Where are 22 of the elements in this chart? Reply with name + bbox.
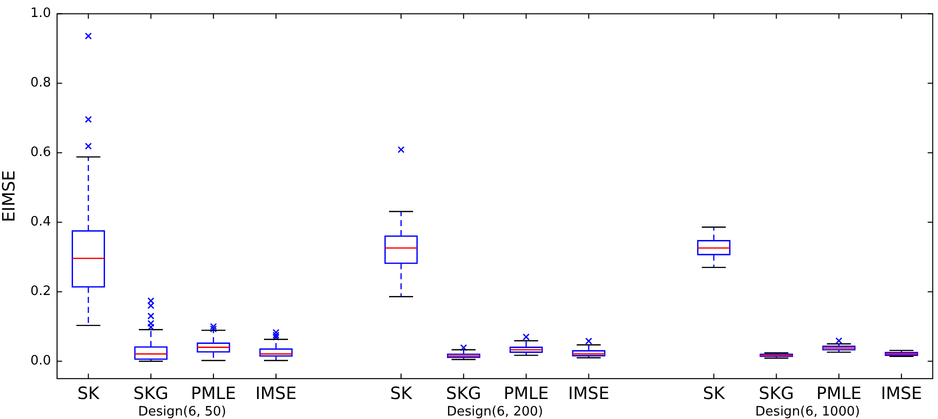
x-tick-label: IMSE [880,384,922,404]
y-axis-title: EIMSE [0,170,20,222]
x-tick-label: SK [702,384,726,404]
y-tick-label: 0.0 [30,354,52,369]
x-tick-label: SK [77,384,100,404]
y-tick-label: 0.8 [30,76,52,91]
text: Design(6, 50) [138,404,226,419]
x-tick-label: PMLE [190,384,236,404]
x-tick-label: IMSE [255,384,297,404]
x-tick-label: SK [390,384,413,404]
x-tick-label: IMSE [568,384,610,404]
y-tick-label: 0.2 [30,284,52,300]
text: Design(6, 1000) [755,404,860,419]
x-tick-label: SKG [446,384,482,404]
x-tick-label: SKG [133,384,168,404]
y-tick-label: 0.6 [30,145,52,160]
y-tick-label: 0.4 [30,214,52,230]
y-tick-label: 1.0 [30,6,52,22]
x-tick-label: SKG [758,384,794,404]
x-tick-label: PMLE [816,384,862,404]
text: Design(6, 200) [446,404,544,419]
x-tick-label: PMLE [504,384,549,404]
